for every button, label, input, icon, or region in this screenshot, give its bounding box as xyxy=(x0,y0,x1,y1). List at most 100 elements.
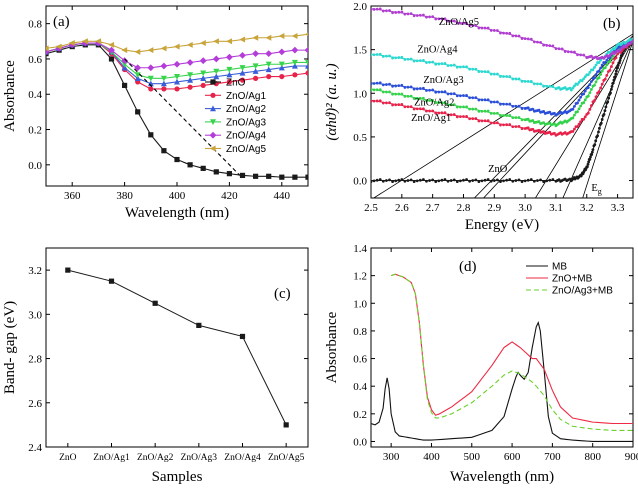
data-point xyxy=(252,50,259,58)
data-point xyxy=(95,38,101,45)
data-point xyxy=(252,34,259,41)
plot-area-d xyxy=(371,273,633,443)
data-point xyxy=(239,36,246,43)
x-tick-label: 380 xyxy=(116,190,133,202)
legend-a: ZnO ZnO/Ag1 ZnO/Ag2 ZnO/Ag3 ZnO/Ag4 ZnO/Ag5 xyxy=(205,78,266,155)
data-point xyxy=(121,64,128,71)
y-tick-label: 2.8 xyxy=(28,354,42,366)
data-point xyxy=(187,84,193,90)
x-tick-label: 900 xyxy=(625,451,638,463)
data-point xyxy=(305,62,308,69)
y-tick-label: 1.0 xyxy=(353,88,367,100)
data-point xyxy=(239,69,246,76)
x-tick-label: ZnO/Ag3 xyxy=(181,453,218,463)
eg-main: E xyxy=(591,183,597,194)
data-point xyxy=(134,75,141,81)
data-point xyxy=(187,76,194,83)
legend-marker xyxy=(210,105,216,112)
data-point xyxy=(279,174,285,180)
series-line-ZnO/Ag3+MB xyxy=(390,273,633,431)
data-point xyxy=(200,165,206,171)
x-tick-label: ZnO/Ag4 xyxy=(224,453,261,463)
legend-label: ZnO/Ag2 xyxy=(226,104,266,115)
x-tick-label: 3.2 xyxy=(580,202,594,214)
series-line-ZnO/Ag3 xyxy=(371,40,633,115)
data-point xyxy=(291,46,299,54)
data-point xyxy=(305,59,308,66)
x-axis-label: Samples xyxy=(152,469,203,485)
series-annotation: ZnO/Ag4 xyxy=(417,44,458,55)
data-point xyxy=(279,73,285,80)
x-tick-label: 2.6 xyxy=(395,202,409,214)
legend-marker xyxy=(209,131,217,139)
data-point xyxy=(134,72,141,79)
data-point xyxy=(291,33,298,39)
data-point xyxy=(226,71,233,78)
series-line-ZnO xyxy=(371,40,633,182)
series-line-ZnO/Ag5 xyxy=(371,8,633,59)
data-point xyxy=(173,60,181,68)
series-line-ZnO+MB xyxy=(390,273,633,425)
panel-label: (d) xyxy=(459,259,477,275)
legend-label: ZnO/Ag1 xyxy=(226,91,266,102)
data-point xyxy=(292,174,298,180)
x-axis-label: Energy (eV) xyxy=(465,217,539,233)
y-axis-label: Absorbance xyxy=(324,311,340,383)
legend-marker xyxy=(210,92,216,98)
data-point xyxy=(161,148,167,154)
data-point xyxy=(305,70,308,76)
data-point xyxy=(147,80,154,87)
panel-d: 300 400 500 600 700 800 900 0.0 0.2 0.4 0.6 0.8 1.0 1… xyxy=(324,243,638,485)
data-point xyxy=(212,55,220,63)
data-point xyxy=(147,64,155,72)
x-tick-label: ZnO/Ag2 xyxy=(137,453,174,463)
data-point xyxy=(148,132,154,138)
panel-label: (a) xyxy=(53,14,70,30)
data-point xyxy=(283,422,289,428)
x-tick-label: 2.5 xyxy=(364,202,378,214)
data-point xyxy=(187,162,193,168)
y-tick-label: 0.8 xyxy=(28,19,42,31)
data-point xyxy=(213,169,219,175)
panel-label: (b) xyxy=(603,16,621,32)
data-point xyxy=(239,52,246,59)
x-tick-label: 2.9 xyxy=(487,202,501,214)
y-tick-label: 0.4 xyxy=(353,381,367,393)
data-point xyxy=(121,47,128,54)
data-point xyxy=(95,39,102,47)
data-point xyxy=(253,173,259,179)
data-point xyxy=(226,79,232,85)
data-point xyxy=(292,72,298,78)
data-point xyxy=(160,62,168,70)
y-tick-label: 3.0 xyxy=(28,309,42,321)
legend-label: ZnO/Ag5 xyxy=(226,144,266,155)
plot-frame xyxy=(370,247,634,448)
data-point xyxy=(200,82,206,89)
data-point xyxy=(278,48,286,56)
legend-label: ZnO/Ag3 xyxy=(226,117,266,128)
dashed-extrapolation xyxy=(124,58,241,176)
y-tick-label: 2.6 xyxy=(28,398,42,410)
panel-a: 360 380 400 420 440 0.0 0.2 0.4 0.6 0.8 ZnO ZnO/Ag1… xyxy=(2,5,309,221)
data-point xyxy=(122,82,128,89)
eg-sub: g xyxy=(598,187,602,196)
legend-label: MB xyxy=(552,262,567,273)
y-tick-label: 0.2 xyxy=(353,409,367,421)
data-point xyxy=(186,41,193,48)
x-tick-label: 400 xyxy=(423,451,440,463)
plot-area-b xyxy=(371,7,633,198)
x-tick-label: 3.0 xyxy=(518,202,532,214)
y-tick-label: 0.0 xyxy=(28,160,42,172)
data-point xyxy=(278,64,285,71)
data-point xyxy=(239,65,246,71)
data-point xyxy=(252,68,259,74)
tangent-line xyxy=(582,40,633,198)
y-tick-label: 0.0 xyxy=(353,436,367,448)
data-point xyxy=(196,322,202,328)
data-point xyxy=(213,38,219,45)
x-axis-label: Wavelength (nm) xyxy=(125,205,229,221)
data-point xyxy=(134,48,141,55)
data-point xyxy=(174,86,180,92)
data-point xyxy=(266,73,272,80)
y-tick-label: 0.6 xyxy=(353,354,367,366)
